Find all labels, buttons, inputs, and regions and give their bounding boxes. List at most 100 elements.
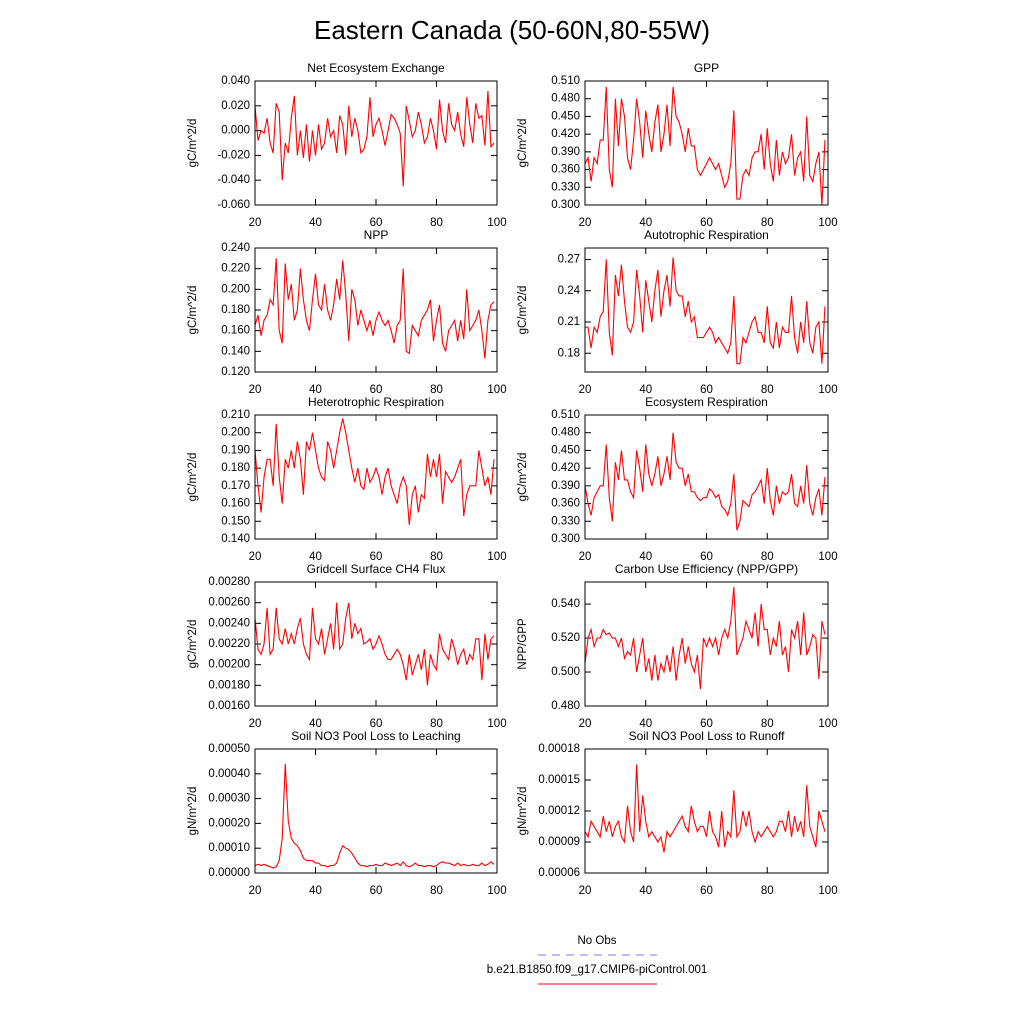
x-tick-label: 40: [639, 551, 652, 563]
x-tick-label: 100: [818, 217, 837, 229]
panel-title: Autotrophic Respiration: [644, 228, 769, 242]
x-tick-label: 20: [579, 384, 592, 396]
y-tick-label: 0.00012: [538, 805, 580, 817]
y-tick-label: 0.210: [221, 409, 250, 421]
plot-frame: [584, 414, 829, 540]
x-tick-label: 100: [487, 718, 506, 730]
x-tick-label: 40: [639, 217, 652, 229]
y-tick-label: 0.00240: [208, 617, 250, 629]
plot-frame: [254, 80, 498, 206]
y-tick-label: 0.00018: [538, 743, 580, 755]
data-line: [584, 587, 826, 690]
x-tick-label: 80: [761, 885, 774, 897]
x-tick-label: 60: [700, 384, 713, 396]
data-line: [584, 764, 826, 853]
x-tick-label: 100: [818, 718, 837, 730]
y-tick-label: 0.00000: [208, 867, 250, 879]
y-tick-label: 0.00050: [208, 743, 250, 755]
y-tick-label: 0.450: [551, 444, 580, 456]
y-tick-label: 0.360: [551, 498, 580, 510]
panel-title: Net Ecosystem Exchange: [307, 61, 445, 75]
y-tick-label: 0.300: [551, 199, 580, 211]
plot-frame: [254, 247, 498, 373]
x-tick-label: 60: [700, 718, 713, 730]
y-tick-label: 0.420: [551, 128, 580, 140]
data-line: [584, 432, 826, 531]
y-tick-label: 0.00006: [538, 867, 580, 879]
y-tick-label: 0.520: [551, 632, 580, 644]
x-tick-label: 60: [370, 885, 383, 897]
figure-title: Eastern Canada (50-60N,80-55W): [314, 15, 710, 45]
x-tick-label: 100: [487, 551, 506, 563]
y-tick-label: 0.420: [551, 462, 580, 474]
y-tick-label: 0.00160: [208, 700, 250, 712]
x-tick-label: 60: [700, 217, 713, 229]
y-tick-label: 0.480: [551, 93, 580, 105]
y-tick-label: 0.21: [558, 316, 580, 328]
y-tick-label: 0.120: [221, 366, 250, 378]
y-tick-label: 0.170: [221, 480, 250, 492]
y-tick-label: 0.200: [221, 283, 250, 295]
x-tick-label: 80: [761, 384, 774, 396]
legend-label: b.e21.B1850.f09_g17.CMIP6-piControl.001: [487, 964, 708, 976]
panel-title: GPP: [694, 61, 719, 75]
x-tick-label: 40: [639, 384, 652, 396]
y-tick-label: 0.000: [221, 125, 250, 137]
y-tick-label: 0.390: [551, 480, 580, 492]
plot-frame: [584, 748, 829, 874]
x-tick-label: 40: [309, 885, 322, 897]
x-tick-label: 100: [487, 217, 506, 229]
x-tick-label: 60: [370, 718, 383, 730]
x-tick-label: 80: [761, 217, 774, 229]
y-tick-label: 0.00220: [208, 638, 250, 650]
y-tick-label: 0.00280: [208, 576, 250, 588]
x-tick-label: 20: [579, 885, 592, 897]
x-tick-label: 40: [309, 384, 322, 396]
x-tick-label: 40: [309, 551, 322, 563]
panel-title: Soil NO3 Pool Loss to Leaching: [291, 729, 460, 743]
x-tick-label: 60: [370, 551, 383, 563]
y-tick-label: 0.480: [551, 427, 580, 439]
y-tick-label: 0.27: [558, 253, 580, 265]
x-tick-label: 80: [430, 551, 443, 563]
data-line: [254, 258, 495, 359]
x-tick-label: 40: [639, 718, 652, 730]
y-tick-label: 0.00200: [208, 659, 250, 671]
y-axis-label: gC/m^2/d: [187, 286, 199, 335]
x-tick-label: 60: [700, 885, 713, 897]
data-line: [254, 763, 495, 869]
y-tick-label: 0.00020: [208, 817, 250, 829]
plot-frame: [254, 581, 498, 707]
y-tick-label: 0.190: [221, 444, 250, 456]
y-tick-label: 0.150: [221, 515, 250, 527]
y-tick-label: -0.060: [217, 199, 250, 211]
x-tick-label: 100: [487, 885, 506, 897]
x-tick-label: 60: [370, 384, 383, 396]
panel-title: NPP: [364, 228, 389, 242]
y-tick-label: 0.180: [221, 462, 250, 474]
legend-label: No Obs: [578, 935, 617, 947]
x-tick-label: 80: [430, 885, 443, 897]
y-tick-label: 0.00040: [208, 768, 250, 780]
x-tick-label: 100: [818, 384, 837, 396]
plot-frame: [254, 414, 498, 540]
y-tick-label: 0.330: [551, 515, 580, 527]
data-line: [585, 257, 826, 365]
y-tick-label: 0.330: [551, 181, 580, 193]
y-tick-label: 0.140: [221, 345, 250, 357]
plot-frame: [254, 748, 498, 874]
data-line: [254, 418, 495, 525]
x-tick-label: 20: [249, 885, 262, 897]
x-tick-label: 80: [761, 718, 774, 730]
x-tick-label: 20: [579, 551, 592, 563]
y-tick-label: 0.300: [551, 533, 580, 545]
y-axis-label: gC/m^2/d: [517, 286, 529, 335]
y-tick-label: 0.180: [221, 304, 250, 316]
y-axis-label: gC/m^2/d: [517, 453, 529, 502]
y-axis-label: NPP/GPP: [517, 618, 529, 669]
y-tick-label: 0.220: [221, 263, 250, 275]
x-tick-label: 100: [818, 885, 837, 897]
x-tick-label: 80: [430, 384, 443, 396]
